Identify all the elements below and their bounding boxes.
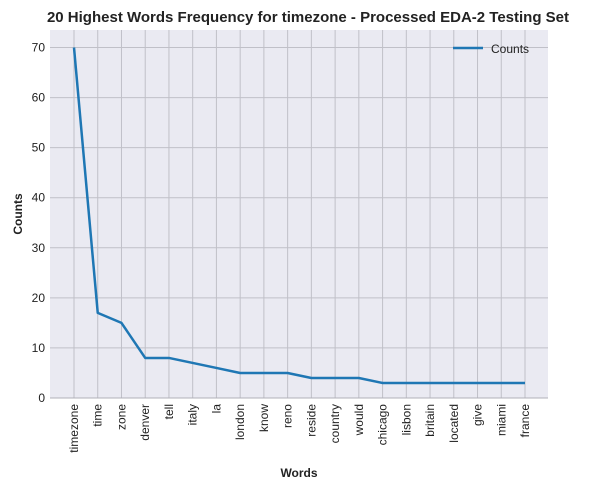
y-tick-label: 0 — [38, 391, 45, 405]
series-line-counts — [72, 47, 525, 385]
series — [72, 47, 526, 385]
x-tick-label-time: time — [91, 404, 105, 427]
grid — [50, 30, 548, 399]
x-tick-label-chicago: chicago — [376, 404, 390, 446]
x-tick-label-france: france — [518, 404, 532, 438]
x-tick-label-britain: britain — [423, 404, 437, 437]
x-tick-label-reside: reside — [304, 404, 318, 437]
x-axis-ticks: timezone time zone denver tell italy la london k… — [67, 404, 532, 453]
x-tick-label-zone: zone — [114, 404, 128, 430]
y-tick-label: 70 — [32, 41, 46, 55]
x-tick-label-reno: reno — [281, 404, 295, 428]
y-axis-label: Counts — [11, 193, 25, 235]
x-tick-label-denver: denver — [138, 404, 152, 441]
x-tick-label-country: country — [328, 404, 342, 443]
y-tick-label: 50 — [32, 141, 46, 155]
x-tick-label-italy: italy — [186, 404, 200, 425]
x-tick-label-lisbon: lisbon — [399, 404, 413, 435]
x-tick-label-tell: tell — [162, 404, 176, 419]
x-tick-label-miami: miami — [494, 404, 508, 436]
x-tick-label-would: would — [352, 404, 366, 436]
y-tick-label: 60 — [32, 91, 46, 105]
x-axis-label: Words — [280, 466, 317, 480]
x-tick-label-know: know — [257, 404, 271, 432]
x-tick-label-timezone: timezone — [67, 404, 81, 453]
y-tick-label: 10 — [32, 341, 46, 355]
y-tick-label: 40 — [32, 191, 46, 205]
legend-label: Counts — [491, 42, 529, 56]
y-tick-label: 30 — [32, 241, 46, 255]
chart-title: 20 Highest Words Frequency for timezone … — [47, 9, 569, 26]
plot-area — [50, 30, 548, 398]
x-tick-label-give: give — [471, 404, 485, 426]
legend: Counts — [453, 42, 529, 56]
x-tick-label-located: located — [447, 404, 461, 443]
y-tick-label: 20 — [32, 291, 46, 305]
x-tick-label-la: la — [209, 404, 223, 414]
y-axis-ticks: 0 10 20 30 40 50 60 70 — [32, 41, 46, 405]
x-tick-label-london: london — [233, 404, 247, 440]
